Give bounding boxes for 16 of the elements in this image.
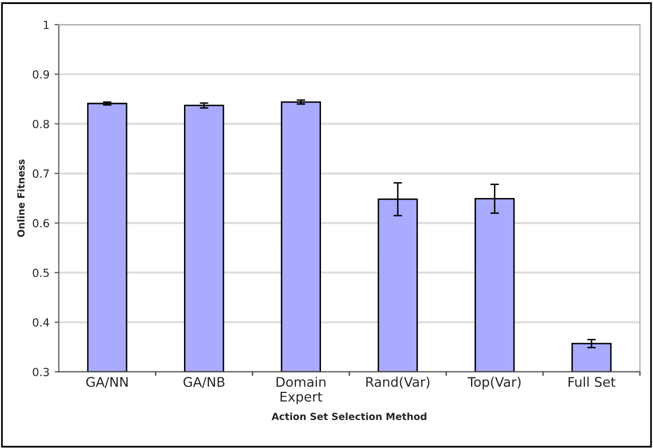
y-tick-label: 0.9 — [32, 70, 49, 79]
y-tick-label: 0.3 — [32, 368, 49, 376]
y-tick-label: 0.6 — [32, 219, 50, 228]
x-axis-title: Action Set Selection Method — [272, 412, 426, 420]
y-tick-label: 0.4 — [32, 318, 50, 327]
y-axis-title: Online Fitness — [17, 159, 25, 237]
x-tick-label: GA/NB — [183, 376, 224, 388]
y-tick-label: 0.8 — [32, 120, 49, 128]
y-tick-label: 0.5 — [32, 268, 49, 278]
x-tick-label: Top(Var) — [468, 376, 521, 390]
x-tick-label: Domain Expert — [276, 376, 326, 404]
y-tick-label: 1 — [44, 20, 49, 29]
y-tick-label: 0.7 — [32, 169, 49, 178]
x-tick-label: Rand(Var) — [366, 376, 430, 388]
x-tick-label: Full Set — [568, 376, 616, 387]
x-tick-label: GA/NN — [86, 376, 128, 388]
